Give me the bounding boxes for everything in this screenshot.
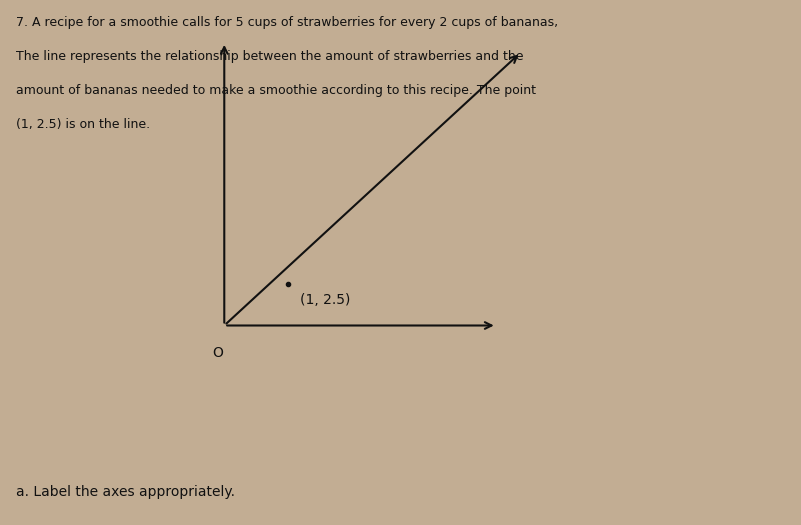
Text: 7. A recipe for a smoothie calls for 5 cups of strawberries for every 2 cups of : 7. A recipe for a smoothie calls for 5 c… [16,16,558,29]
Text: The line represents the relationship between the amount of strawberries and the: The line represents the relationship bet… [16,50,524,63]
Text: O: O [212,346,223,360]
Text: a. Label the axes appropriately.: a. Label the axes appropriately. [16,485,235,499]
Text: (1, 2.5) is on the line.: (1, 2.5) is on the line. [16,118,150,131]
Text: amount of bananas needed to make a smoothie according to this recipe. The point: amount of bananas needed to make a smoot… [16,84,536,97]
Text: (1, 2.5): (1, 2.5) [300,293,351,308]
